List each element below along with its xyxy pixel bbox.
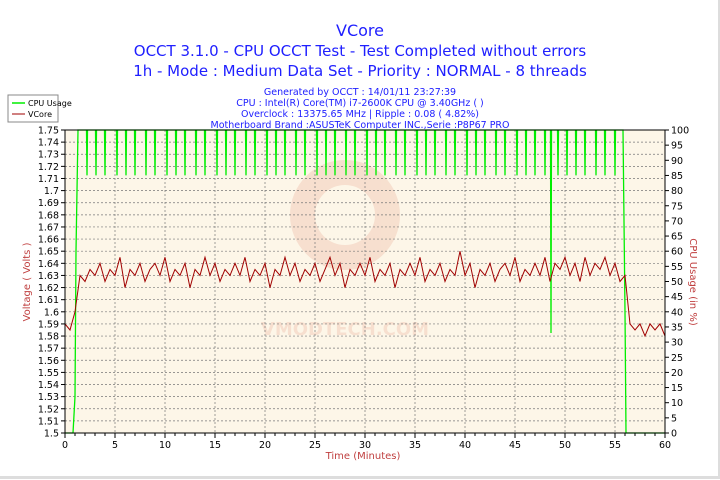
info-cpu: CPU : Intel(R) Core(TM) i7-2600K CPU @ 3… <box>236 98 484 109</box>
y-tick-label: 1.65 <box>38 247 59 258</box>
y2-tick-label: 25 <box>671 353 683 364</box>
x-tick-label: 10 <box>159 440 171 451</box>
y2-tick-label: 100 <box>671 126 689 137</box>
x-tick-label: 0 <box>62 440 68 451</box>
y2-tick-label: 10 <box>671 398 683 409</box>
y-tick-label: 1.59 <box>38 319 59 330</box>
y-tick-label: 1.72 <box>38 162 59 173</box>
y2-tick-label: 20 <box>671 368 683 379</box>
y-tick-label: 1.55 <box>38 368 59 379</box>
y2-tick-label: 0 <box>671 429 677 440</box>
y-axis-title: Voltage ( Volts ) <box>22 242 33 321</box>
x-tick-label: 50 <box>559 440 571 451</box>
legend-vcore-label: VCore <box>28 110 52 119</box>
y-tick-label: 1.51 <box>38 416 59 427</box>
x-tick-label: 25 <box>309 440 321 451</box>
info-generated: Generated by OCCT : 14/01/11 23:27:39 <box>264 87 456 98</box>
y2-tick-label: 75 <box>671 201 683 212</box>
y-tick-label: 1.66 <box>38 235 59 246</box>
y-tick-label: 1.69 <box>38 198 59 209</box>
y2-tick-label: 90 <box>671 156 683 167</box>
y2-tick-label: 45 <box>671 292 683 303</box>
y-tick-label: 1.58 <box>38 332 59 343</box>
y-tick-label: 1.62 <box>38 283 59 294</box>
x-tick-label: 5 <box>112 440 118 451</box>
y-tick-label: 1.63 <box>38 271 59 282</box>
vcore-line <box>64 251 666 338</box>
info-overclock: Overclock : 13375.65 MHz | Ripple : 0.08… <box>241 109 479 120</box>
x-tick-label: 45 <box>509 440 521 451</box>
y2-tick-label: 95 <box>671 141 683 152</box>
y-tick-label: 1.73 <box>38 150 59 161</box>
x-axis-title: Time (Minutes) <box>325 451 401 462</box>
y2-tick-label: 85 <box>671 171 683 182</box>
info-motherboard: Motherboard Brand :ASUSTeK Computer INC.… <box>211 120 510 131</box>
y2-tick-label: 65 <box>671 232 683 243</box>
y-tick-label: 1.6 <box>44 307 59 318</box>
y-tick-label: 1.61 <box>38 295 59 306</box>
y-tick-label: 1.57 <box>38 344 59 355</box>
chart-title: VCore <box>336 21 384 40</box>
y2-tick-label: 5 <box>671 413 677 424</box>
x-tick-label: 35 <box>409 440 421 451</box>
y-tick-label: 1.74 <box>38 138 59 149</box>
y2-tick-label: 50 <box>671 277 683 288</box>
y-tick-label: 1.53 <box>38 392 59 403</box>
y-tick-label: 1.5 <box>44 429 59 440</box>
y2-tick-label: 60 <box>671 247 683 258</box>
legend: CPU Usage VCore <box>7 94 72 123</box>
x-tick-label: 40 <box>459 440 471 451</box>
x-tick-label: 20 <box>259 440 271 451</box>
y-tick-label: 1.64 <box>38 259 59 270</box>
y2-axis-title: CPU Usage (in %) <box>687 238 698 326</box>
y-tick-label: 1.54 <box>38 380 59 391</box>
y-tick-label: 1.75 <box>38 126 59 137</box>
y-tick-label: 1.68 <box>38 210 59 221</box>
y2-tick-label: 35 <box>671 322 683 333</box>
y2-tick-label: 80 <box>671 186 683 197</box>
y-tick-label: 1.67 <box>38 222 59 233</box>
y-tick-label: 1.56 <box>38 356 59 367</box>
y-tick-label: 1.71 <box>38 174 59 185</box>
chart-subtitle-mode: 1h - Mode : Medium Data Set - Priority :… <box>133 62 587 80</box>
legend-cpu-label: CPU Usage <box>28 99 72 108</box>
y-tick-label: 1.52 <box>38 404 59 415</box>
y2-tick-label: 70 <box>671 216 683 227</box>
y2-tick-label: 40 <box>671 307 683 318</box>
x-tick-label: 15 <box>209 440 221 451</box>
x-tick-label: 30 <box>359 440 371 451</box>
svg-text:VMODTECH.COM: VMODTECH.COM <box>261 319 429 340</box>
y2-tick-label: 15 <box>671 383 683 394</box>
y2-tick-label: 30 <box>671 338 683 349</box>
x-tick-label: 55 <box>609 440 621 451</box>
chart-subtitle-test: OCCT 3.1.0 - CPU OCCT Test - Test Comple… <box>134 42 587 60</box>
y2-tick-label: 55 <box>671 262 683 273</box>
x-tick-label: 60 <box>659 440 671 451</box>
y-tick-label: 1.7 <box>44 186 59 197</box>
